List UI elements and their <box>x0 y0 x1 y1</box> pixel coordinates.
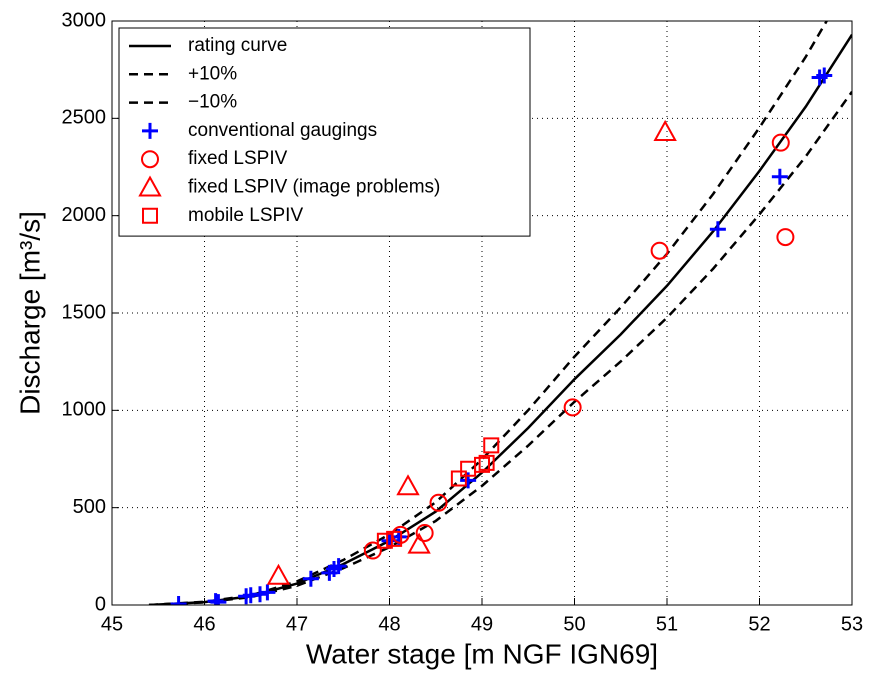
legend-label: mobile LSPIV <box>188 205 303 226</box>
y-tick-label: 1000 <box>62 399 107 421</box>
x-tick-label: 52 <box>748 613 770 635</box>
marker <box>330 558 347 575</box>
curve <box>148 21 829 605</box>
marker <box>391 526 410 544</box>
legend-swatch <box>138 175 162 197</box>
x-tick-label: 51 <box>656 613 678 635</box>
x-axis-label: Water stage [m NGF IGN69] <box>306 638 658 669</box>
legend-swatch <box>140 150 160 169</box>
marker <box>709 221 726 238</box>
marker <box>386 530 403 547</box>
marker <box>259 584 276 601</box>
legend-swatch <box>142 207 158 224</box>
y-tick-label: 0 <box>95 593 106 615</box>
legend-label: rating curve <box>188 35 287 56</box>
x-tick-label: 49 <box>471 613 493 635</box>
legend-box <box>118 27 531 237</box>
marker <box>474 456 490 473</box>
y-tick-label: 3000 <box>62 9 107 31</box>
marker <box>415 524 434 542</box>
marker <box>771 133 790 152</box>
x-tick-label: 45 <box>101 613 123 635</box>
marker <box>252 586 268 603</box>
legend-label: fixed LSPIV (image problems) <box>188 177 440 198</box>
legend-label: +10% <box>188 63 237 84</box>
y-tick-label: 500 <box>73 496 106 518</box>
legend-swatch <box>142 122 158 139</box>
marker <box>816 67 833 84</box>
marker <box>429 493 448 512</box>
axes-frame <box>111 20 853 606</box>
marker <box>563 398 582 417</box>
x-tick-label: 53 <box>841 613 863 635</box>
marker <box>170 596 187 605</box>
marker <box>396 474 420 496</box>
marker <box>478 454 495 471</box>
marker <box>776 228 795 246</box>
x-tick-label: 47 <box>286 613 308 635</box>
y-tick-label: 1500 <box>62 301 107 323</box>
marker <box>266 563 291 585</box>
marker <box>302 570 319 587</box>
marker <box>653 119 677 141</box>
legend-label: fixed LSPIV <box>188 148 288 169</box>
marker <box>363 541 382 560</box>
y-axis-label: Discharge [m³/s] <box>14 211 45 415</box>
legend-label: conventional gaugings <box>188 120 377 141</box>
legend-label: −10% <box>188 92 237 113</box>
x-tick-label: 46 <box>193 613 215 635</box>
marker <box>407 532 431 554</box>
marker <box>460 460 477 477</box>
x-tick-label: 50 <box>563 613 585 635</box>
curve <box>148 33 852 605</box>
marker <box>483 437 500 454</box>
y-tick-label: 2500 <box>62 107 107 129</box>
marker <box>650 241 669 260</box>
marker <box>210 594 227 605</box>
marker <box>771 168 788 185</box>
x-tick-label: 48 <box>378 613 400 635</box>
y-tick-label: 2000 <box>62 204 107 226</box>
